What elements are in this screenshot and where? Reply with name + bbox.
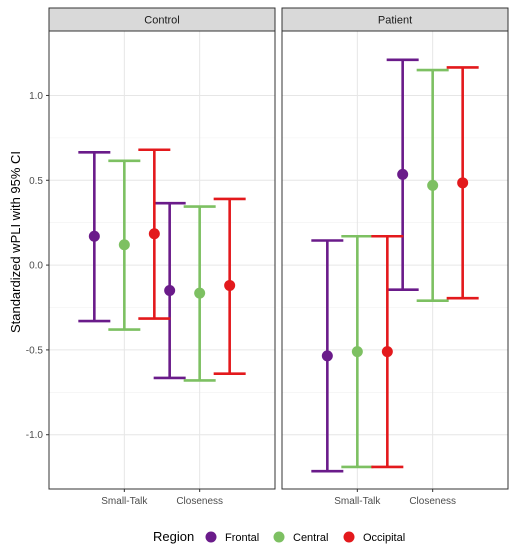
x-tick-label: Small-Talk [334, 496, 381, 507]
x-tick-label: Closeness [176, 496, 223, 507]
mean-point [88, 230, 100, 242]
y-axis: -1.0 -0.5 0.0 0.5 1.0 [26, 91, 49, 441]
errorbar-central [416, 68, 449, 303]
errorbar-frontal [311, 239, 344, 473]
errorbar-occipital [446, 66, 479, 300]
legend-item-occipital: Occipital [343, 531, 405, 544]
mean-point [164, 285, 176, 297]
mean-point [224, 279, 236, 291]
facet-strip-label: Patient [378, 15, 412, 27]
mean-point [148, 228, 160, 240]
facet-strip-label: Control [144, 15, 179, 27]
legend-label: Central [293, 532, 328, 544]
y-tick-label: 1.0 [29, 91, 43, 102]
legend-key [205, 531, 217, 543]
legend-label: Frontal [225, 532, 259, 544]
y-tick-label: -1.0 [26, 430, 44, 441]
panel-background [49, 31, 275, 489]
y-axis-title: Standardized wPLI with 95% CI [8, 151, 23, 333]
legend-key [273, 531, 285, 543]
mean-point [457, 177, 469, 189]
panel-control: Control Small-Talk Closeness [48, 7, 276, 507]
y-tick-label: 0.5 [29, 176, 43, 187]
legend-item-frontal: Frontal [205, 531, 259, 544]
legend-title: Region [153, 529, 194, 544]
errorbar-occipital [138, 148, 171, 320]
mean-point [397, 168, 409, 180]
legend-label: Occipital [363, 532, 405, 544]
panel-border [48, 30, 276, 490]
panel-background [282, 31, 508, 489]
mean-point [321, 350, 333, 362]
legend: Region Frontal Central Occipital [153, 529, 405, 544]
legend-item-central: Central [273, 531, 328, 544]
mean-point [194, 287, 206, 299]
errorbar-central [341, 234, 374, 469]
x-tick-label: Small-Talk [101, 496, 148, 507]
x-tick-label: Closeness [409, 496, 456, 507]
errorbar-frontal [153, 201, 186, 380]
panel-patient: Patient Small-Talk Closeness [281, 7, 509, 507]
panels-layer: Control Small-Talk Closeness Patient Small-T… [48, 7, 509, 507]
mean-point [381, 346, 393, 358]
mean-point [351, 346, 363, 358]
panel-border [281, 30, 509, 490]
errorbar-frontal [386, 58, 419, 291]
mean-point [427, 179, 439, 191]
errorbar-frontal [78, 150, 111, 323]
errorbar-occipital [371, 234, 404, 469]
legend-key [343, 531, 355, 543]
errorbar-central [183, 205, 216, 382]
y-tick-label: 0.0 [29, 261, 43, 272]
errorbar-occipital [213, 197, 246, 375]
errorbar-central [108, 159, 141, 331]
y-tick-label: -0.5 [26, 345, 44, 356]
mean-point [118, 239, 130, 251]
